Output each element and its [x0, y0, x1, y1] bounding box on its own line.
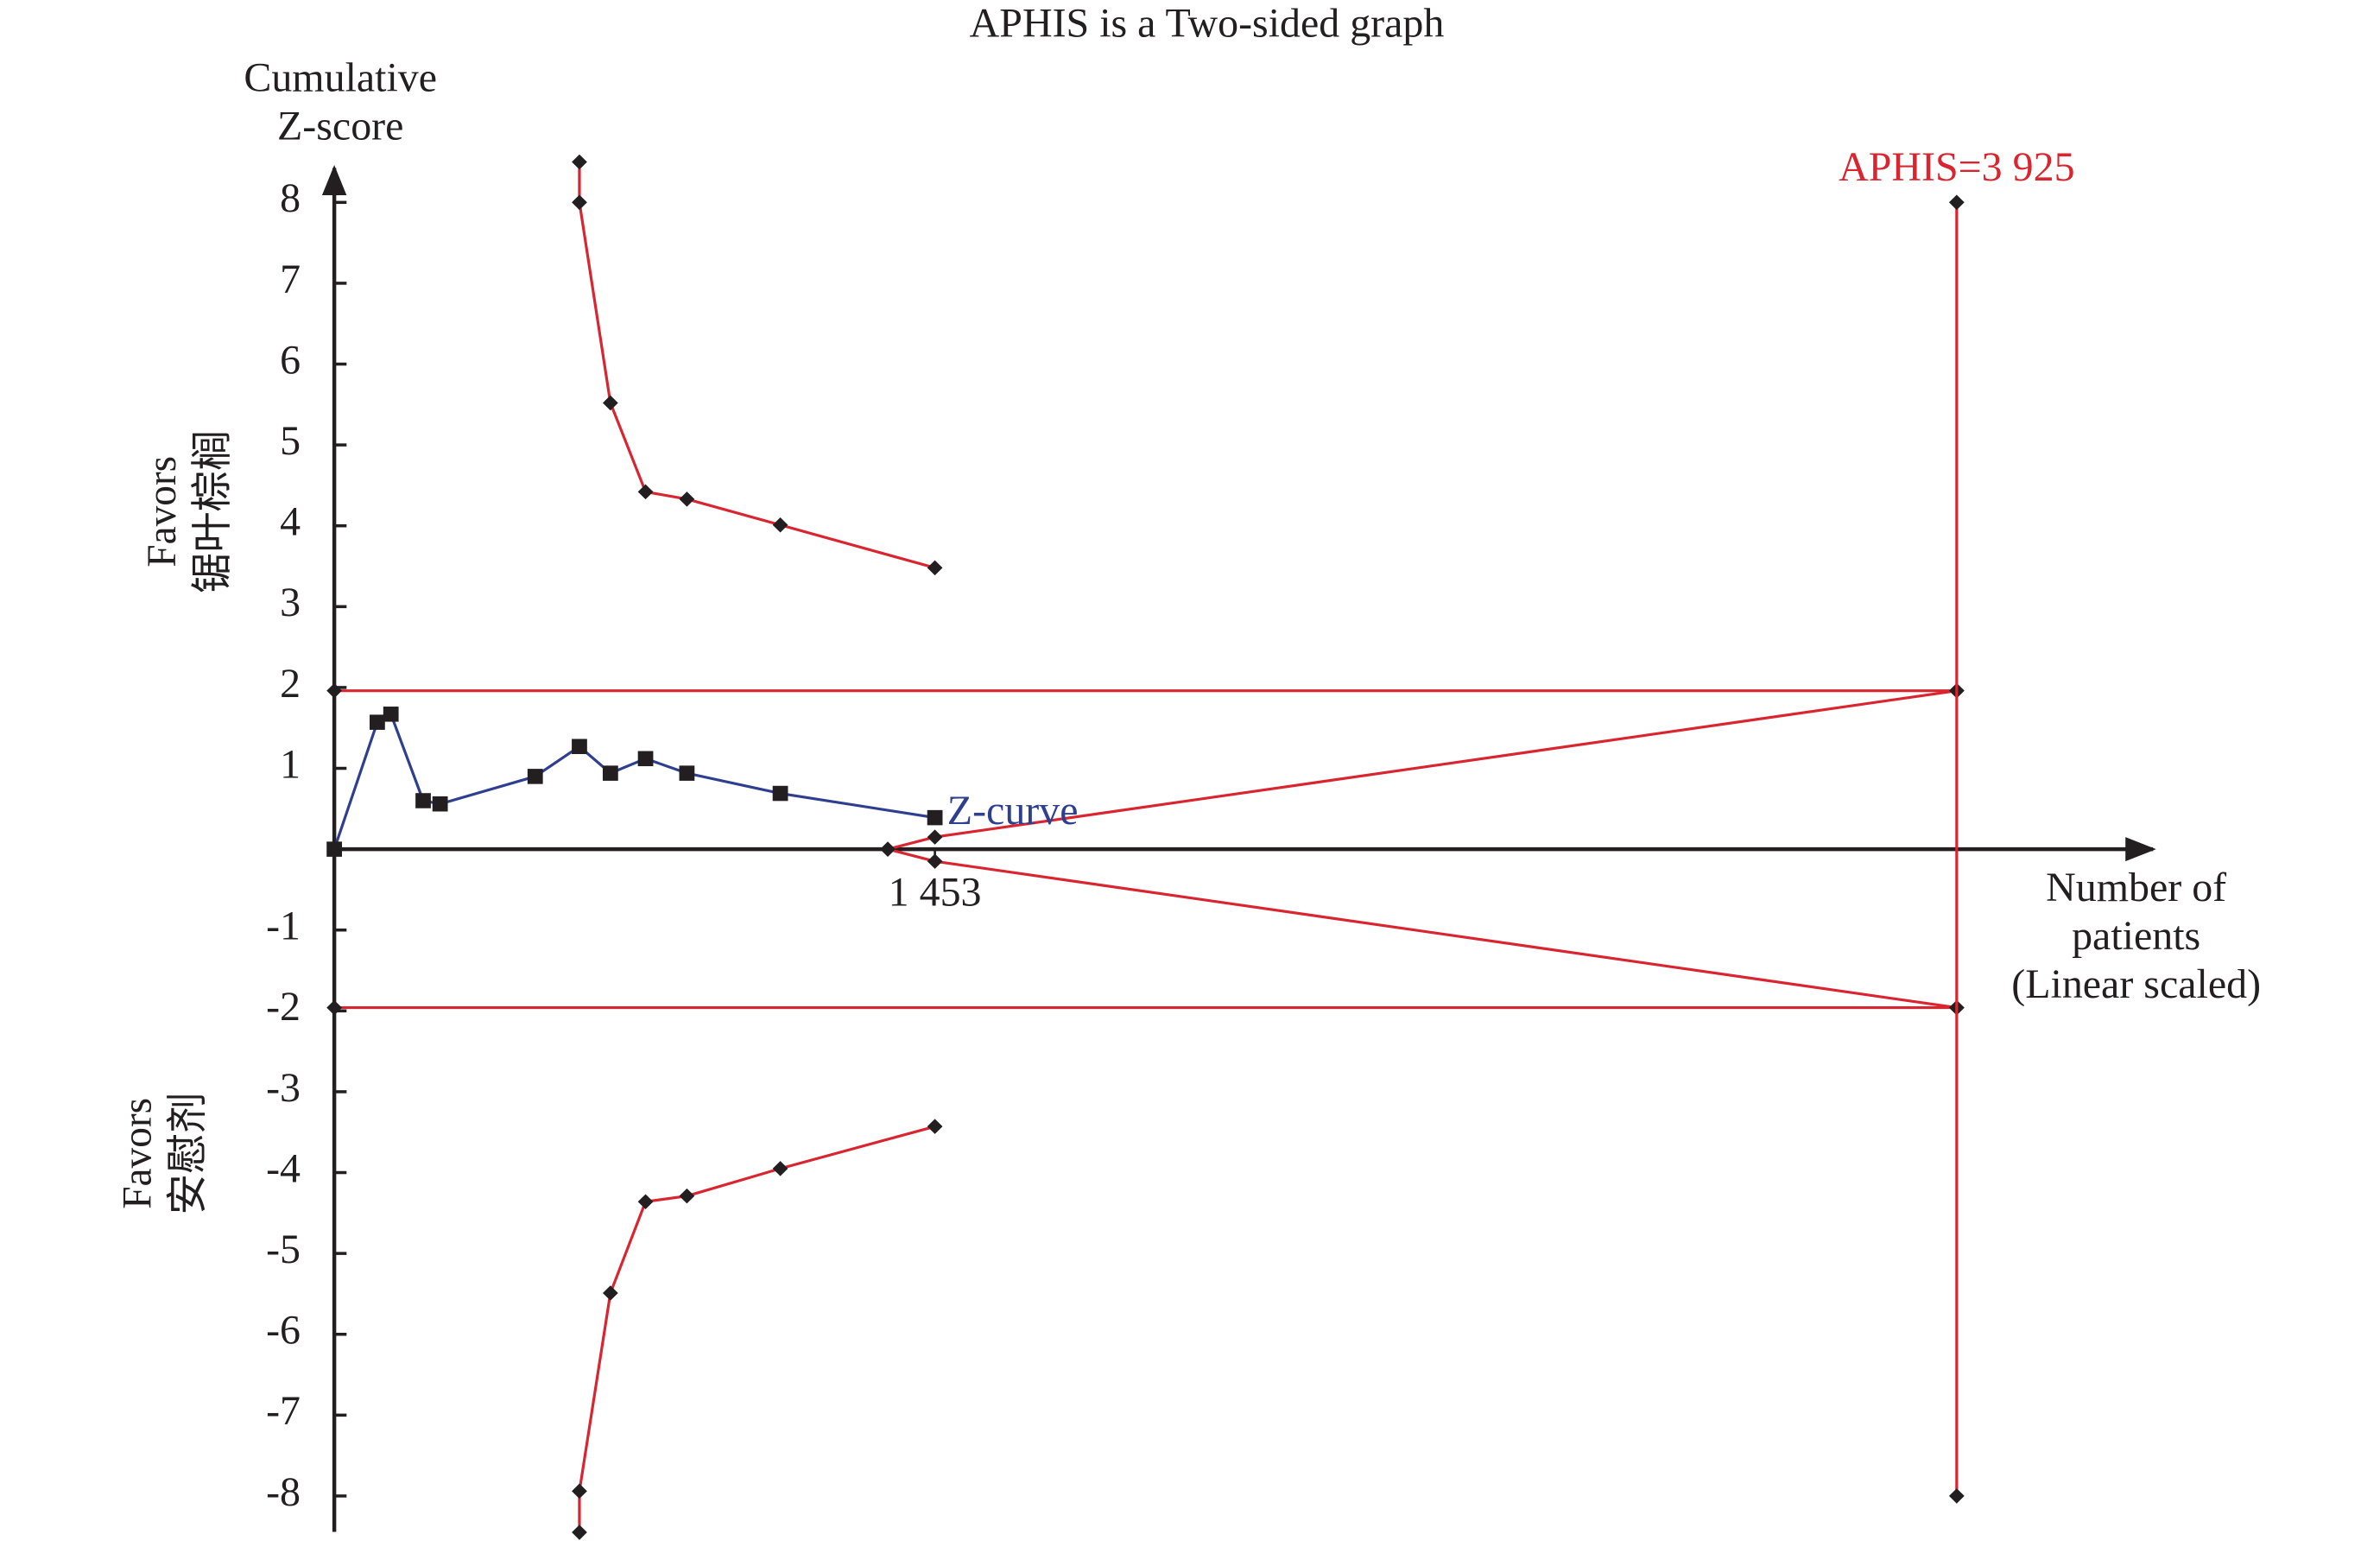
side-annotation: Favors	[115, 1098, 160, 1209]
y-tick-label: 7	[280, 257, 301, 302]
point-marker	[383, 707, 399, 722]
series-line	[578, 162, 936, 569]
point-marker	[1948, 194, 1965, 211]
y-tick-label: -5	[266, 1227, 301, 1272]
point-marker	[432, 796, 448, 812]
point-marker	[679, 1188, 695, 1204]
point-marker	[637, 484, 654, 500]
side-annotation: 安慰剂	[166, 1092, 211, 1214]
point-marker	[772, 785, 788, 802]
y-tick-label: 3	[280, 580, 301, 625]
point-marker	[927, 560, 943, 576]
y-tick-label: -8	[266, 1470, 301, 1515]
point-marker	[572, 1525, 587, 1540]
series-line	[332, 712, 935, 850]
x-axis-title: Number of	[2046, 865, 2226, 910]
point-marker	[637, 1194, 654, 1209]
point-marker	[572, 154, 587, 170]
point-marker	[370, 714, 385, 730]
point-marker	[880, 841, 896, 857]
y-tick-label: -7	[266, 1389, 301, 1434]
y-tick-label: 5	[280, 419, 301, 464]
point-marker	[1948, 1488, 1965, 1504]
x-axis-title: patients	[2072, 914, 2200, 959]
y-tick-label: -3	[266, 1066, 301, 1111]
y-tick-label: 6	[280, 339, 301, 384]
chart-title: APHIS is a Two-sided graph	[970, 2, 1445, 47]
aphis-label: APHIS=3 925	[1839, 145, 2074, 190]
y-axis-title: Z-score	[277, 105, 403, 149]
point-marker	[679, 765, 695, 781]
side-annotation: 锯叶棕榈	[190, 430, 235, 593]
point-marker	[527, 769, 543, 784]
point-marker	[602, 395, 618, 411]
series-line	[887, 847, 1958, 1010]
point-marker	[572, 194, 587, 211]
series-label: Z-curve	[947, 789, 1079, 834]
point-marker	[415, 793, 431, 808]
point-marker	[572, 1483, 587, 1499]
x-tick-label: 1 453	[889, 871, 982, 916]
y-tick-label: -1	[266, 904, 301, 949]
point-marker	[326, 682, 342, 699]
point-marker	[772, 517, 788, 533]
point-marker	[326, 999, 342, 1016]
y-tick-label: -4	[266, 1147, 301, 1192]
point-marker	[679, 491, 695, 507]
point-marker	[602, 1285, 618, 1301]
point-marker	[927, 853, 943, 869]
side-annotation: Favors	[140, 456, 185, 567]
point-marker	[572, 739, 587, 755]
point-marker	[637, 751, 654, 767]
y-tick-label: 2	[280, 662, 301, 707]
x-axis-title: (Linear scaled)	[2011, 962, 2261, 1007]
y-axis-title: Cumulative	[244, 56, 437, 101]
point-marker	[602, 765, 618, 781]
point-marker	[927, 1119, 943, 1134]
y-tick-label: -2	[266, 985, 301, 1030]
series-line	[578, 1125, 936, 1533]
point-marker	[772, 1161, 788, 1176]
y-tick-label: -6	[266, 1309, 301, 1354]
y-tick-label: 1	[280, 743, 301, 788]
y-tick-label: 8	[280, 176, 301, 221]
y-tick-label: 4	[280, 500, 301, 545]
point-marker	[927, 829, 943, 845]
point-marker	[326, 841, 342, 857]
point-marker	[927, 809, 943, 826]
